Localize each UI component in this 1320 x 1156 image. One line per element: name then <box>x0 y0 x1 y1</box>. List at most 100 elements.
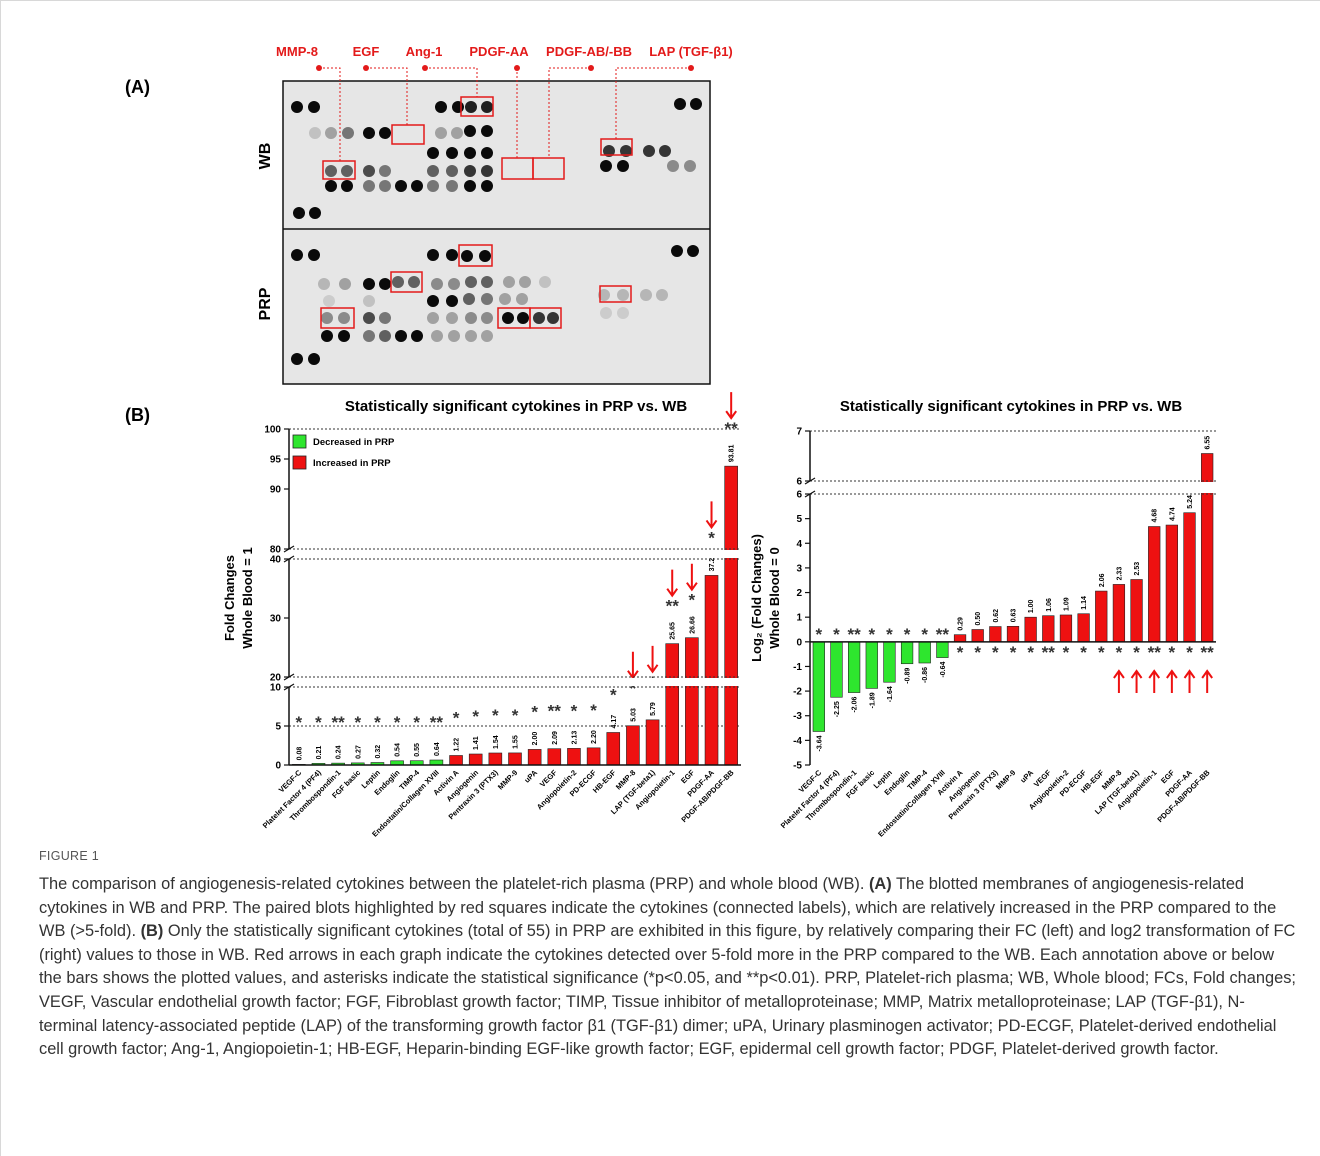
value-label: -1.64 <box>887 686 894 702</box>
significance: ** <box>848 625 862 644</box>
blot-spot <box>342 127 354 139</box>
value-label: -0.86 <box>922 667 929 683</box>
bar <box>1184 513 1196 642</box>
blot-label: PDGF-AB/-BB <box>546 44 632 59</box>
y-tick-label: 10 <box>270 683 282 694</box>
highlight-arrow <box>1114 671 1124 693</box>
blot-spot <box>461 250 473 262</box>
y-tick-label: 100 <box>264 425 281 436</box>
blot-spot <box>325 127 337 139</box>
y-tick-label: 40 <box>270 555 282 566</box>
bar <box>1025 617 1037 642</box>
blot-spot <box>481 180 493 192</box>
significance: * <box>957 643 964 662</box>
y-tick-label: 6 <box>796 477 802 488</box>
blot-spot <box>446 249 458 261</box>
significance: ** <box>332 713 346 732</box>
blot-spot <box>463 293 475 305</box>
y-tick-label: 5 <box>796 514 802 525</box>
blot-spot <box>427 295 439 307</box>
bar <box>607 732 620 765</box>
value-label: 0.29 <box>958 617 965 631</box>
y-tick-label: 0 <box>275 761 281 772</box>
blot-spot <box>411 180 423 192</box>
blot-row-label: WB <box>257 143 274 170</box>
chart-title: Statistically significant cytokines in P… <box>840 398 1182 415</box>
blot-label: EGF <box>353 44 380 59</box>
axis-break-gap <box>285 550 745 558</box>
blot-label: LAP (TGF-β1) <box>649 44 733 59</box>
value-label: 0.62 <box>993 609 1000 623</box>
blot-spot <box>431 278 443 290</box>
blot-spot <box>503 276 515 288</box>
bar <box>1166 525 1178 642</box>
blot-spot <box>465 312 477 324</box>
caption-label: FIGURE 1 <box>39 849 99 863</box>
legend-label: Decreased in PRP <box>313 437 395 448</box>
blot-spot <box>435 127 447 139</box>
bar <box>866 642 878 689</box>
blot-spot <box>323 295 335 307</box>
significance: * <box>453 708 460 727</box>
highlight-arrow <box>1167 671 1177 693</box>
blot-spot <box>481 330 493 342</box>
value-label: -3.64 <box>816 735 823 751</box>
caption: The comparison of angiogenesis-related c… <box>39 873 1301 1062</box>
y-axis-title: Whole Blood = 1 <box>240 547 255 648</box>
value-label: 0.27 <box>355 745 362 759</box>
blot-label: MMP-8 <box>276 44 318 59</box>
blot-spot <box>465 276 477 288</box>
y-tick-label: 80 <box>270 545 282 556</box>
blot-spot <box>321 312 333 324</box>
blot-spot <box>479 250 491 262</box>
blot-spot <box>363 295 375 307</box>
blot-spot <box>671 245 683 257</box>
blot-spot <box>533 312 545 324</box>
blot-spot <box>293 207 305 219</box>
highlight-arrow <box>1132 671 1142 693</box>
significance: * <box>1116 643 1123 662</box>
blot-spot <box>481 312 493 324</box>
blot-spot <box>291 249 303 261</box>
blot-spot <box>379 127 391 139</box>
blot-spot <box>363 127 375 139</box>
bar <box>1078 614 1090 642</box>
blot-spot <box>363 165 375 177</box>
bar <box>937 642 949 658</box>
significance: ** <box>548 702 562 721</box>
blot-row-label: PRP <box>257 287 274 320</box>
value-label: 1.55 <box>513 735 520 749</box>
value-label: 1.06 <box>1046 598 1053 612</box>
significance: * <box>921 625 928 644</box>
significance: ** <box>936 625 950 644</box>
value-label: 1.09 <box>1063 597 1070 611</box>
blot-spot <box>481 276 493 288</box>
significance: * <box>315 713 322 732</box>
value-label: 1.14 <box>1081 596 1088 610</box>
blot-spot <box>392 276 404 288</box>
value-label: 2.33 <box>1116 567 1123 581</box>
panel-label: (A) <box>125 77 150 97</box>
significance: * <box>886 625 893 644</box>
significance: * <box>590 701 597 720</box>
y-tick-label: 95 <box>270 455 282 466</box>
highlight-arrow <box>648 646 658 672</box>
highlight-arrow <box>1149 671 1159 693</box>
value-label: 0.64 <box>434 742 441 756</box>
figure-graphic: (A) (B) MMP-8 EGF Ang-1 PDGF-AA PDGF-AB/… <box>1 1 1320 841</box>
blot-spot <box>309 207 321 219</box>
value-label: 5.24 <box>1187 495 1194 509</box>
significance: ** <box>666 597 680 616</box>
blot-spot <box>427 180 439 192</box>
significance: * <box>610 685 617 704</box>
blot-spot <box>341 165 353 177</box>
significance: * <box>531 702 538 721</box>
value-label: 0.55 <box>414 743 421 757</box>
y-tick-label: 30 <box>270 614 282 625</box>
y-tick-label: 20 <box>270 673 282 684</box>
value-label: 6.55 <box>1205 436 1212 450</box>
bar <box>450 755 463 765</box>
value-label: 4.68 <box>1152 509 1159 523</box>
blot-labels: MMP-8 EGF Ang-1 PDGF-AA PDGF-AB/-BB LAP … <box>276 44 733 59</box>
blot-spot <box>446 180 458 192</box>
